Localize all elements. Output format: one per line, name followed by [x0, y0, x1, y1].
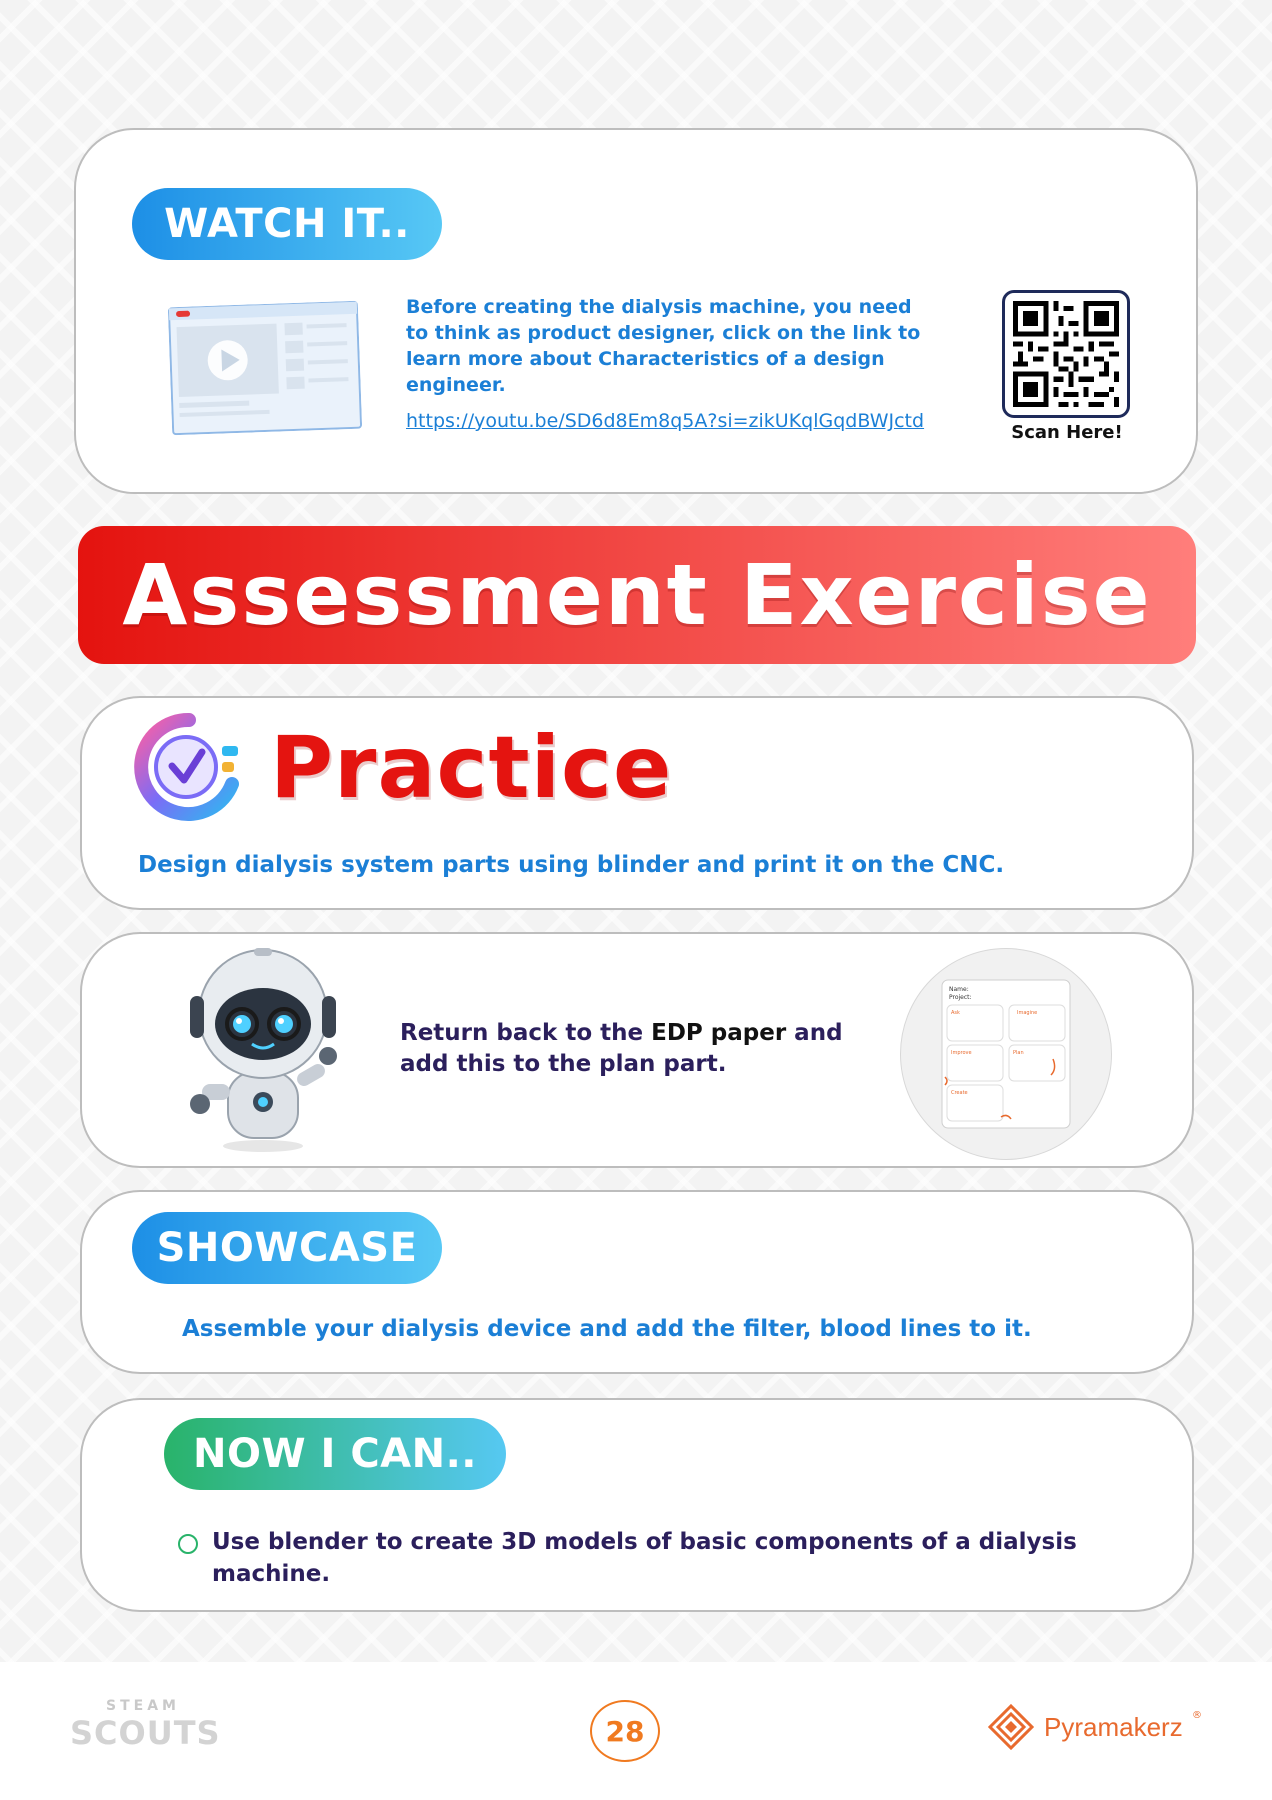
now-i-can-card: NOW I CAN.. Use blender to create 3D mod… — [80, 1398, 1194, 1612]
edp-paper-project-label: Project: — [949, 994, 972, 1001]
edp-paper-improve-label: Improve — [951, 1050, 972, 1056]
practice-card: Practice Design dialysis system parts us… — [80, 696, 1194, 910]
assessment-title: Assessment Exercise — [122, 546, 1152, 644]
showcase-label: SHOWCASE — [132, 1212, 442, 1284]
qr-code-icon — [1013, 301, 1119, 407]
edp-instruction: Return back to the EDP paper and add thi… — [400, 1018, 860, 1080]
video-player-icon — [167, 300, 363, 436]
edp-paper-term: EDP paper — [651, 1020, 787, 1046]
practice-title: Practice — [270, 718, 673, 818]
assessment-banner: Assessment Exercise — [78, 526, 1196, 664]
checkbox-circle[interactable] — [178, 1534, 198, 1554]
now-i-can-item: Use blender to create 3D models of basic… — [212, 1529, 1077, 1587]
qr-code[interactable] — [1002, 290, 1130, 418]
page-number: 28 — [590, 1700, 660, 1762]
edp-paper-imagine-label: Imagine — [1017, 1010, 1037, 1016]
edp-paper-ask-label: Ask — [951, 1010, 960, 1016]
steam-logo-top: STEAM — [106, 1698, 180, 1714]
pyramakerz-diamond-icon — [988, 1704, 1034, 1750]
pyramakerz-wordmark: Pyramakerz — [1044, 1712, 1183, 1742]
watch-it-description: Before creating the dialysis machine, yo… — [406, 296, 921, 396]
robot-mascot-icon — [190, 948, 337, 1152]
edp-paper-name-label: Name: — [949, 986, 969, 993]
edp-card: Return back to the EDP paper and add thi… — [80, 932, 1194, 1168]
footer: STEAM SCOUTS 28 Pyramakerz ® — [0, 1662, 1272, 1800]
edp-paper-image: Name: Project: Ask Imagine Improve Plan … — [941, 979, 1071, 1129]
steam-scouts-logo: STEAM SCOUTS — [70, 1698, 221, 1762]
showcase-card: SHOWCASE Assemble your dialysis device a… — [80, 1190, 1194, 1374]
qr-caption: Scan Here! — [1011, 422, 1123, 443]
edp-paper-plan-label: Plan — [1013, 1050, 1024, 1056]
steam-logo-bottom: SCOUTS — [70, 1714, 221, 1752]
watch-it-card: WATCH IT.. Before creating the dialysis … — [74, 128, 1198, 494]
edp-instruction-end: and add this to the plan part. — [400, 1020, 843, 1077]
showcase-instruction: Assemble your dialysis device and add th… — [182, 1316, 1032, 1342]
practice-instruction: Design dialysis system parts using blind… — [138, 852, 1005, 878]
edp-instruction-start: Return back to the — [400, 1020, 652, 1046]
video-link[interactable]: https://youtu.be/SD6d8Em8q5A?si=zikUKqlG… — [406, 410, 925, 432]
registered-mark: ® — [1192, 1710, 1202, 1721]
edp-paper-create-label: Create — [951, 1090, 968, 1096]
watch-it-label: WATCH IT.. — [132, 188, 442, 260]
clock-check-icon — [134, 712, 239, 821]
edp-paper-thumbnail: Name: Project: Ask Imagine Improve Plan … — [900, 948, 1112, 1160]
now-i-can-label: NOW I CAN.. — [164, 1418, 506, 1490]
